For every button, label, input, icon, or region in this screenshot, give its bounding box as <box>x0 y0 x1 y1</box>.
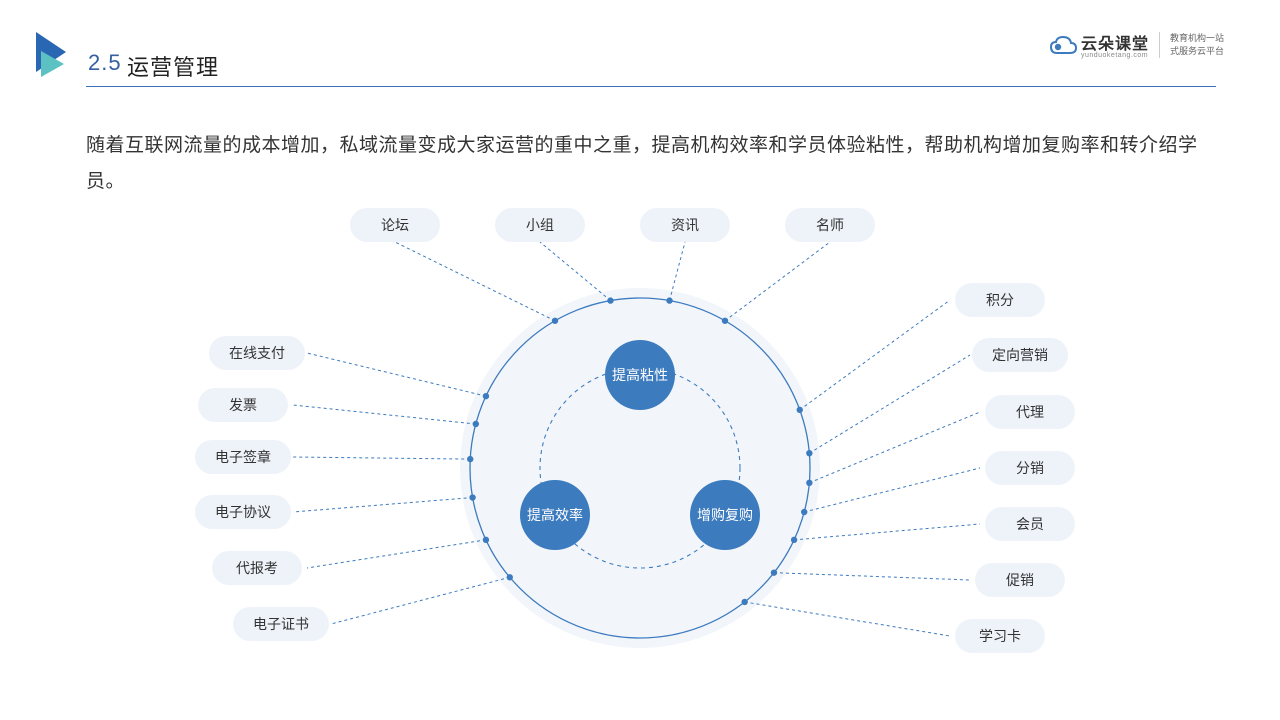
diagram-svg <box>0 0 1280 720</box>
